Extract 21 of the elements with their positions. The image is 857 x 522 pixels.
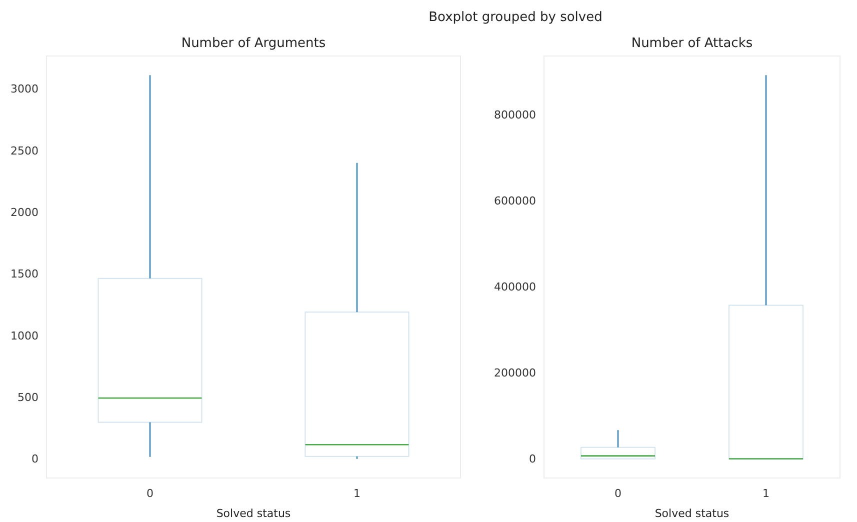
- x-axis-title: Solved status: [216, 507, 291, 520]
- y-tick-label: 0: [529, 452, 536, 466]
- y-tick-label: 200000: [494, 366, 536, 380]
- y-tick-label: 2000: [10, 206, 38, 220]
- y-tick-label: 0: [32, 452, 38, 466]
- y-tick-label: 2500: [10, 144, 38, 158]
- x-axis-title: Solved status: [654, 507, 730, 520]
- y-tick-label: 800000: [494, 108, 536, 122]
- chart-title: Number of Arguments: [181, 36, 326, 51]
- y-tick-label: 600000: [494, 194, 536, 208]
- y-tick-label: 1000: [10, 329, 38, 342]
- x-tick-label: 1: [354, 487, 360, 500]
- x-tick-label: 1: [762, 487, 770, 500]
- text: Boxplot grouped by solved: [428, 10, 602, 25]
- y-tick-label: 3000: [10, 82, 38, 96]
- x-tick-label: 0: [146, 487, 154, 500]
- y-tick-label: 1500: [10, 268, 38, 281]
- y-tick-label: 400000: [494, 280, 536, 294]
- chart-title: Number of Attacks: [631, 36, 753, 51]
- x-tick-label: 0: [614, 487, 622, 500]
- y-tick-label: 500: [18, 391, 38, 404]
